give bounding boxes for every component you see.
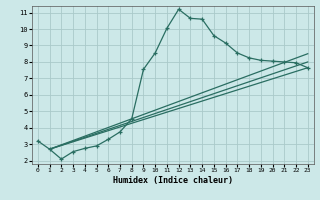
X-axis label: Humidex (Indice chaleur): Humidex (Indice chaleur): [113, 176, 233, 185]
